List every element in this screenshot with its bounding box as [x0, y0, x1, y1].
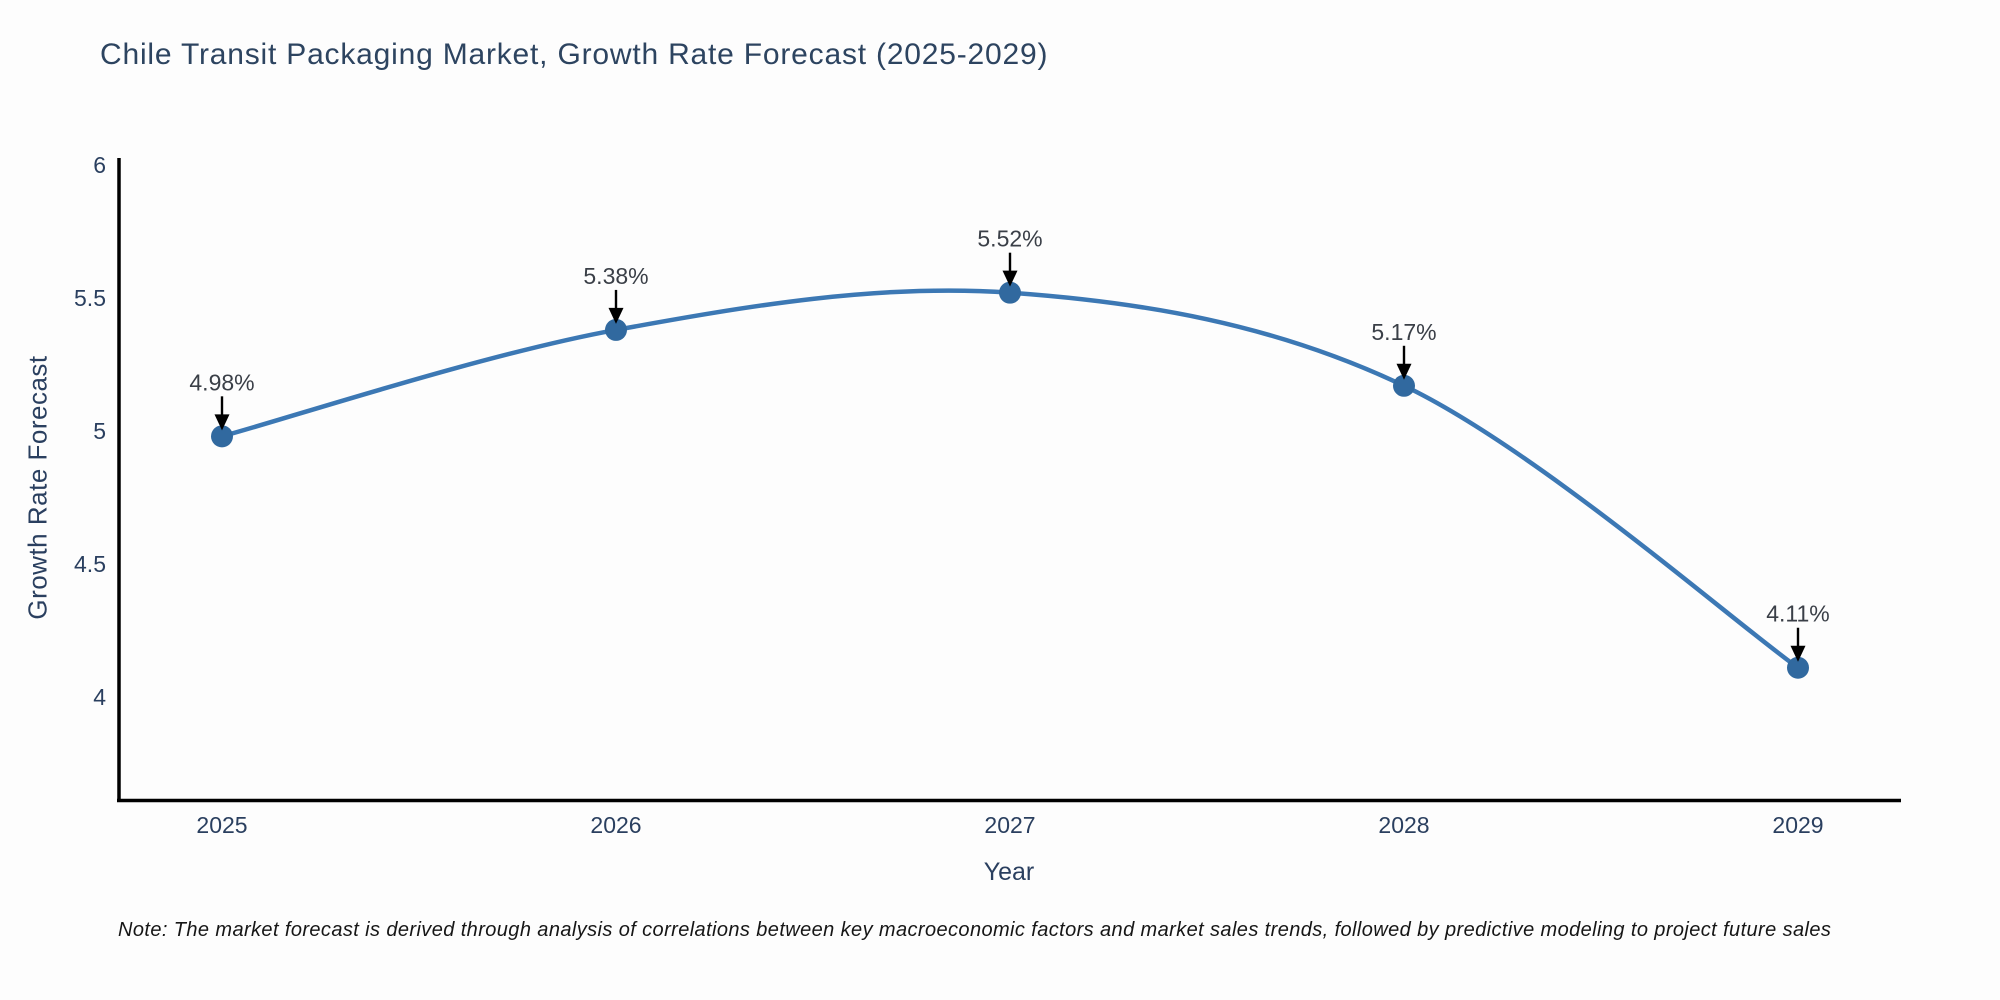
data-point-label: 5.52% [977, 226, 1042, 252]
data-point-label: 4.98% [189, 369, 254, 395]
data-point-marker [605, 318, 627, 341]
data-point-marker [999, 281, 1021, 304]
x-tick-label: 2027 [984, 812, 1035, 838]
y-tick-label: 4.5 [74, 551, 106, 577]
data-point-label: 5.17% [1371, 319, 1436, 345]
annotation-arrow-head [214, 414, 230, 431]
annotation-arrow-head [1396, 363, 1412, 380]
annotation-arrow-head [1790, 645, 1806, 662]
footnote: Note: The market forecast is derived thr… [118, 919, 1832, 941]
data-point-label: 5.38% [583, 263, 648, 289]
data-point-label: 4.11% [1766, 601, 1830, 627]
x-tick-label: 2026 [590, 812, 641, 838]
y-tick-label: 4 [93, 684, 106, 710]
x-tick-label: 2025 [196, 812, 247, 838]
annotation-arrow-head [608, 307, 624, 324]
x-tick-label: 2028 [1378, 812, 1429, 838]
data-point-marker [1393, 374, 1415, 397]
chart-title: Chile Transit Packaging Market, Growth R… [100, 38, 1049, 71]
x-axis-title: Year [983, 858, 1035, 886]
data-point-marker [211, 425, 233, 448]
x-tick-label: 2029 [1772, 812, 1823, 838]
data-point-marker [1787, 656, 1809, 679]
y-tick-label: 6 [93, 152, 106, 178]
y-tick-label: 5 [93, 418, 106, 444]
line-series [219, 288, 1801, 670]
annotation-arrow-head [1002, 270, 1018, 287]
y-tick-label: 5.5 [74, 285, 106, 311]
